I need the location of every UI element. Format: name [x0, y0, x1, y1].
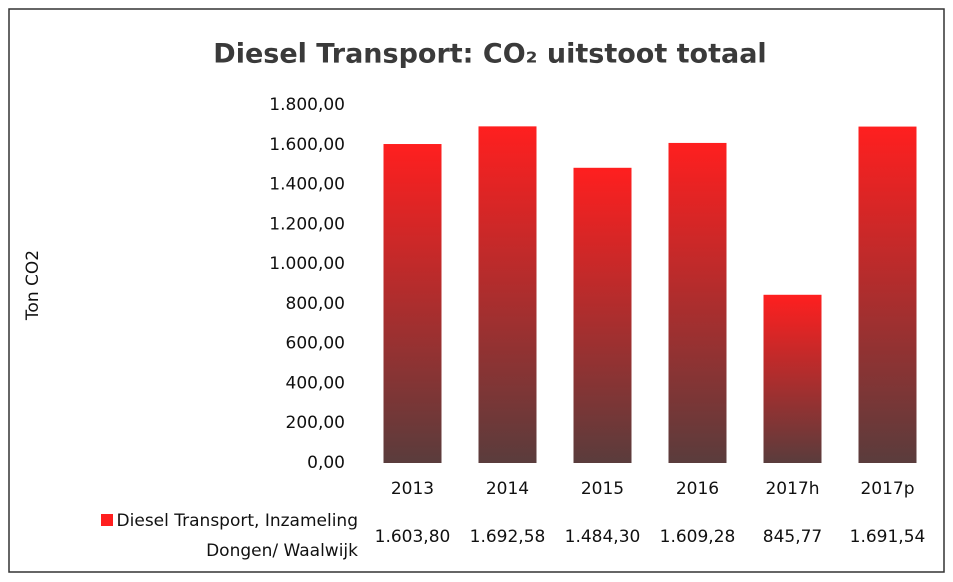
y-tick-label: 400,00 — [286, 373, 345, 393]
bar — [858, 126, 917, 464]
x-tick-label: 2015 — [581, 479, 624, 499]
legend-label: Diesel Transport, Inzameling Dongen/ Waa… — [116, 511, 358, 561]
y-tick-label: 1.600,00 — [269, 135, 345, 155]
legend: Diesel Transport, Inzameling Dongen/ Waa… — [60, 506, 358, 566]
x-tick-label: 2013 — [391, 479, 434, 499]
table-value: 1.609,28 — [660, 527, 736, 547]
table-value: 1.484,30 — [565, 527, 641, 547]
y-tick-label: 0,00 — [307, 453, 345, 473]
x-tick-label: 2016 — [676, 479, 719, 499]
bar — [668, 142, 727, 464]
chart-title: Diesel Transport: CO₂ uitstoot totaal — [213, 39, 766, 70]
y-tick-label: 1.800,00 — [269, 95, 345, 115]
frame — [8, 8, 945, 573]
y-tick-label: 200,00 — [286, 413, 345, 433]
y-tick-label: 800,00 — [286, 294, 345, 314]
legend-swatch — [100, 514, 113, 526]
table-value: 1.692,58 — [470, 527, 546, 547]
x-tick-label: 2014 — [486, 479, 529, 499]
table-value: 1.691,54 — [850, 527, 926, 547]
y-tick-label: 1.400,00 — [269, 175, 345, 195]
x-tick-label: 2017h — [765, 479, 819, 499]
y-tick-label: 1.000,00 — [269, 254, 345, 274]
x-tick-label: 2017p — [860, 479, 914, 499]
bar — [573, 167, 632, 463]
table-value: 1.603,80 — [375, 527, 451, 547]
y-axis-title: Ton CO2 — [23, 250, 43, 321]
bar — [478, 126, 537, 463]
bar — [763, 294, 822, 463]
y-tick-label: 1.200,00 — [269, 214, 345, 234]
table-value: 845,77 — [763, 527, 822, 547]
y-tick-label: 600,00 — [286, 334, 345, 354]
bar — [383, 144, 442, 463]
